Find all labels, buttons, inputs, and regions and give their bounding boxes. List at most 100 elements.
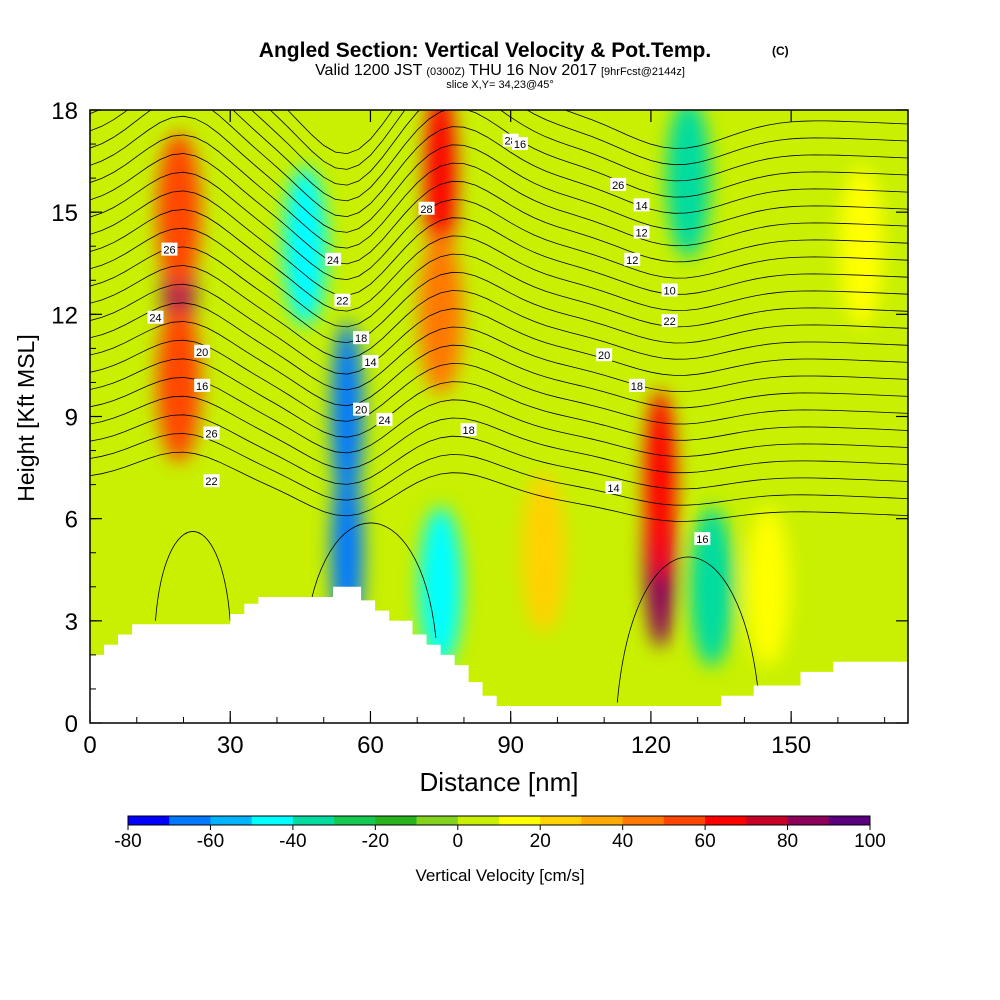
- colorbar-tick-label: -20: [362, 831, 389, 852]
- velocity-cell: [424, 110, 457, 274]
- contour-label-text: 12: [626, 255, 638, 267]
- colorbar-tick-label: 0: [452, 831, 463, 852]
- contour-label-bg: [194, 378, 211, 392]
- theta-contour: [90, 395, 908, 474]
- theta-contour: [90, 414, 908, 490]
- contour-label: 14: [362, 355, 379, 369]
- contour-label-text: 24: [378, 415, 390, 427]
- colorbar-swatch: [828, 816, 871, 825]
- contour-label-text: 22: [205, 476, 217, 488]
- colorbar-tick-label: 100: [854, 831, 886, 852]
- contour-label: 12: [633, 225, 650, 240]
- theta-contour: [90, 433, 908, 506]
- contour-label-bg: [194, 344, 211, 358]
- contour-label-text: 10: [663, 285, 675, 297]
- chart-title: Angled Section: Vertical Velocity & Pot.…: [259, 39, 711, 62]
- x-tick-label: 90: [497, 732, 524, 759]
- contour-label-bg: [633, 198, 650, 212]
- contour-label: 18: [628, 378, 645, 393]
- colorbar-label: Vertical Velocity [cm/s]: [415, 866, 584, 885]
- theta-contour: [90, 171, 908, 281]
- theta-contour: [90, 377, 908, 457]
- contour-label-text: 22: [336, 296, 348, 308]
- contour-label-bg: [418, 201, 435, 215]
- colorbar-swatch: [416, 816, 459, 825]
- contour-label-text: 24: [327, 255, 339, 267]
- contour-label: 18: [353, 331, 370, 345]
- contour-label: 16: [194, 378, 211, 393]
- x-tick-label: 120: [631, 732, 671, 759]
- theta-contours: [90, 110, 908, 703]
- colorbar-swatch: [251, 816, 294, 825]
- contour-label: 20: [596, 348, 613, 362]
- velocity-cell: [521, 472, 566, 633]
- theta-contour: [90, 358, 908, 441]
- contour-label: 22: [203, 474, 220, 488]
- colorbar-swatch: [622, 816, 665, 825]
- theta-contour: [90, 115, 908, 233]
- contour-label-bg: [628, 378, 645, 392]
- contour-label-bg: [624, 252, 641, 266]
- theta-contour: [90, 153, 908, 265]
- contour-label: 26: [203, 426, 220, 441]
- contour-label-text: 18: [355, 333, 367, 345]
- contour-label-bg: [694, 532, 711, 546]
- contour-label: 24: [376, 412, 393, 427]
- colorbar-swatch: [499, 816, 541, 825]
- velocity-cell: [745, 506, 790, 667]
- contour-label-text: 26: [205, 429, 217, 441]
- theta-contour: [90, 110, 908, 202]
- velocity-cell: [156, 132, 201, 293]
- colorbar-swatch: [746, 816, 789, 825]
- contour-label-bg: [460, 423, 477, 437]
- contour-label: 16: [512, 137, 529, 151]
- contour-label: 14: [633, 198, 650, 212]
- colorbar-tick-label: 80: [777, 831, 798, 852]
- contour-label: 14: [605, 481, 622, 495]
- axes: 0 30 60 90 120 150 0 3 6 9 12 15 18: [51, 98, 908, 759]
- colorbar-frame: [127, 815, 871, 826]
- contour-label-text: 16: [196, 381, 208, 393]
- contour-label-bg: [353, 331, 370, 345]
- velocity-cell: [839, 166, 884, 327]
- contour-label-text: 14: [635, 200, 647, 212]
- x-tick-label: 30: [217, 732, 244, 759]
- colorbar-tick-label: 40: [612, 831, 633, 852]
- theta-contour: [616, 556, 760, 703]
- theta-contour: [90, 134, 908, 249]
- colorbar-swatch: [292, 816, 335, 825]
- x-axis-label: Distance [nm]: [420, 767, 579, 797]
- contour-label-bg: [661, 283, 678, 297]
- contour-label-text: 18: [631, 381, 643, 393]
- colorbar-swatch: [375, 816, 418, 825]
- contour-label-bg: [633, 225, 650, 239]
- theta-contour: [155, 531, 231, 621]
- colorbar-swatch: [787, 816, 830, 825]
- contour-label-text: 28: [420, 204, 432, 216]
- velocity-cell: [418, 506, 463, 667]
- y-tick-label: 3: [65, 609, 78, 636]
- theta-contour: [287, 110, 908, 155]
- theta-contour: [90, 265, 908, 360]
- contour-label: 24: [325, 252, 342, 267]
- velocity-cell: [689, 506, 734, 667]
- theta-contour: [269, 110, 908, 170]
- colorbar-tick-label: 60: [695, 831, 716, 852]
- contour-label-text: 20: [355, 405, 367, 417]
- chart-title-unit: (C): [772, 44, 789, 58]
- contour-label: 16: [694, 532, 711, 546]
- velocity-cell: [283, 166, 328, 327]
- plot-area: 2826282624242220181614262422201816141212…: [90, 110, 908, 723]
- contour-label-bg: [596, 348, 613, 362]
- theta-contour: [90, 209, 908, 312]
- colorbar-swatch: [457, 816, 500, 825]
- contour-label: 12: [624, 252, 641, 267]
- contour-label: 26: [610, 177, 627, 192]
- contour-label-bg: [334, 293, 351, 307]
- colorbar-swatch: [128, 816, 170, 825]
- contour-label-bg: [605, 481, 622, 495]
- contour-label-bg: [512, 137, 529, 151]
- contour-label-bg: [325, 252, 342, 266]
- theta-contour: [90, 110, 908, 218]
